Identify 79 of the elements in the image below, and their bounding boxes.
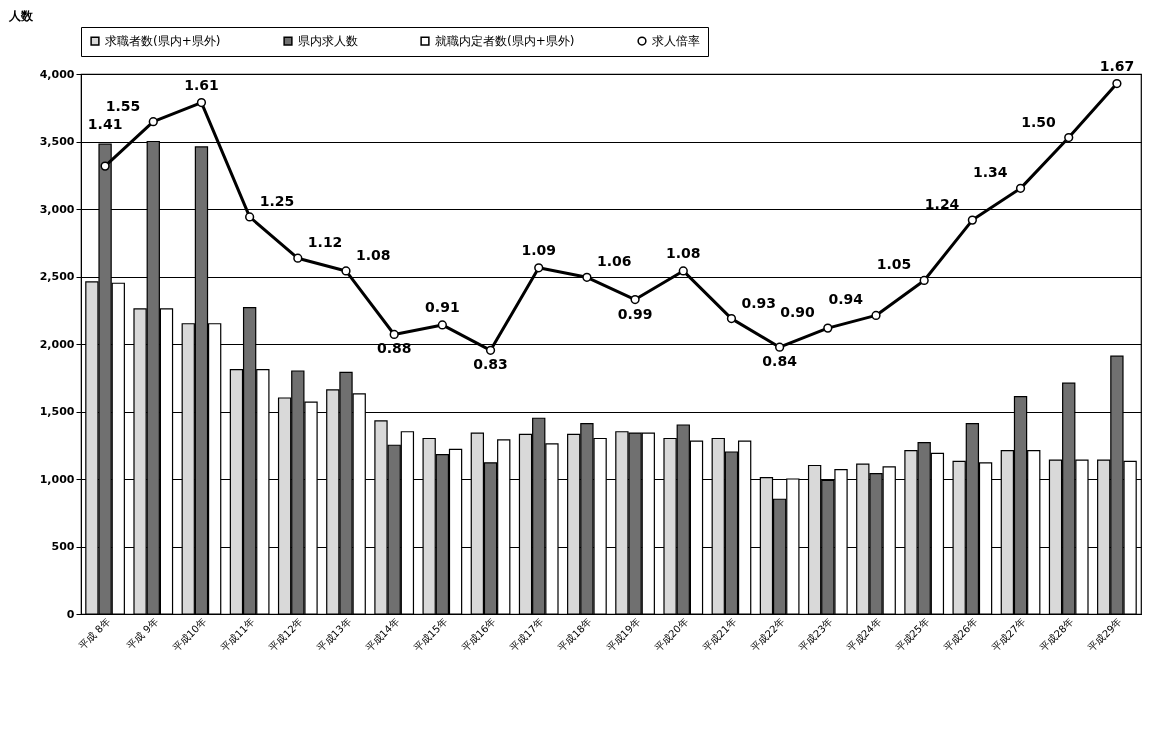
- x-tick-label: 平成24年: [845, 615, 884, 654]
- data-label: 1.50: [1021, 113, 1056, 130]
- data-label: 1.55: [105, 97, 141, 114]
- data-label: 0.91: [425, 298, 460, 315]
- legend-label: 求職者数(県内+県外): [105, 34, 221, 49]
- point: [534, 263, 544, 273]
- x-tick-label: 平成22年: [748, 615, 787, 654]
- point: [726, 313, 737, 324]
- x-tick-label: 平成 9年: [124, 615, 161, 652]
- point: [389, 329, 399, 340]
- x-tick-label: 平成15年: [411, 615, 450, 654]
- y-tick-label: 4,000: [39, 67, 75, 81]
- x-tick-label: 平成26年: [941, 615, 980, 654]
- data-label: 1.25: [259, 192, 295, 209]
- x-tick-label: 平成25年: [893, 615, 932, 654]
- data-label: 0.93: [741, 294, 776, 311]
- data-label: 1.08: [356, 246, 391, 263]
- point: [775, 342, 785, 352]
- data-label: 0.90: [780, 304, 816, 321]
- legend-label: 県内求人数: [298, 34, 358, 49]
- point: [919, 275, 929, 286]
- data-label: 0.83: [473, 356, 508, 373]
- data-label: 0.99: [617, 305, 653, 322]
- y-tick-label: 0: [66, 607, 75, 621]
- point: [871, 310, 881, 321]
- x-tick-label: 平成16年: [459, 615, 498, 654]
- x-tick-label: 平成28年: [1037, 615, 1076, 654]
- point: [823, 323, 833, 333]
- y-tick-label: 1,000: [39, 472, 75, 486]
- point: [1064, 132, 1074, 143]
- x-tick-label: 平成19年: [604, 615, 643, 654]
- point: [967, 215, 977, 225]
- y-tick-label: 3,000: [39, 202, 75, 216]
- y-tick-label: 2,000: [39, 337, 75, 351]
- x-tick-label: 平成14年: [363, 615, 402, 654]
- data-label: 1.09: [521, 241, 556, 258]
- x-tick-label: 平成23年: [796, 615, 835, 654]
- point: [293, 253, 303, 263]
- x-tick-label: 平成17年: [507, 615, 546, 654]
- x-tick-label: 平成13年: [315, 615, 354, 654]
- x-tick-label: 平成18年: [555, 615, 594, 654]
- x-tick-label: 平成 8年: [76, 615, 113, 652]
- x-tick-label: 平成27年: [989, 615, 1028, 654]
- point: [678, 266, 688, 276]
- point: [1015, 183, 1026, 193]
- x-tick-label: 平成21年: [700, 615, 739, 654]
- data-label: 0.94: [828, 291, 864, 308]
- point: [1112, 78, 1122, 89]
- data-label: 1.67: [1099, 57, 1135, 74]
- legend-label: 求人倍率: [652, 34, 700, 49]
- data-label: 1.08: [666, 244, 701, 261]
- point: [196, 97, 207, 108]
- data-label: 1.41: [87, 116, 123, 133]
- y-tick-label: 3,500: [39, 135, 75, 148]
- data-label: 1.34: [973, 164, 1008, 181]
- point: [485, 345, 496, 355]
- point: [245, 212, 255, 222]
- x-tick-label: 平成12年: [266, 615, 305, 654]
- y-tick-label: 1,500: [39, 405, 75, 418]
- y-tick-label: 2,500: [39, 270, 75, 283]
- legend-label: 就職内定者数(県内+県外): [435, 34, 575, 49]
- x-tick-label: 平成11年: [218, 615, 257, 654]
- point: [582, 272, 592, 282]
- point: [341, 266, 351, 276]
- x-tick-label: 平成20年: [652, 615, 691, 654]
- x-tick-label: 平成29年: [1085, 615, 1124, 654]
- data-label: 1.24: [924, 196, 960, 213]
- point: [148, 117, 158, 127]
- point: [630, 294, 640, 305]
- point: [100, 161, 110, 171]
- x-tick-label: 平成10年: [170, 615, 209, 654]
- data-label: 1.05: [876, 256, 912, 273]
- y-axis-title: 人数: [8, 8, 35, 23]
- data-label: 1.12: [307, 234, 343, 251]
- point: [437, 320, 447, 330]
- data-label: 1.06: [596, 253, 632, 270]
- data-label: 0.84: [762, 353, 798, 370]
- data-label: 1.61: [184, 76, 219, 93]
- y-tick-label: 500: [51, 540, 75, 553]
